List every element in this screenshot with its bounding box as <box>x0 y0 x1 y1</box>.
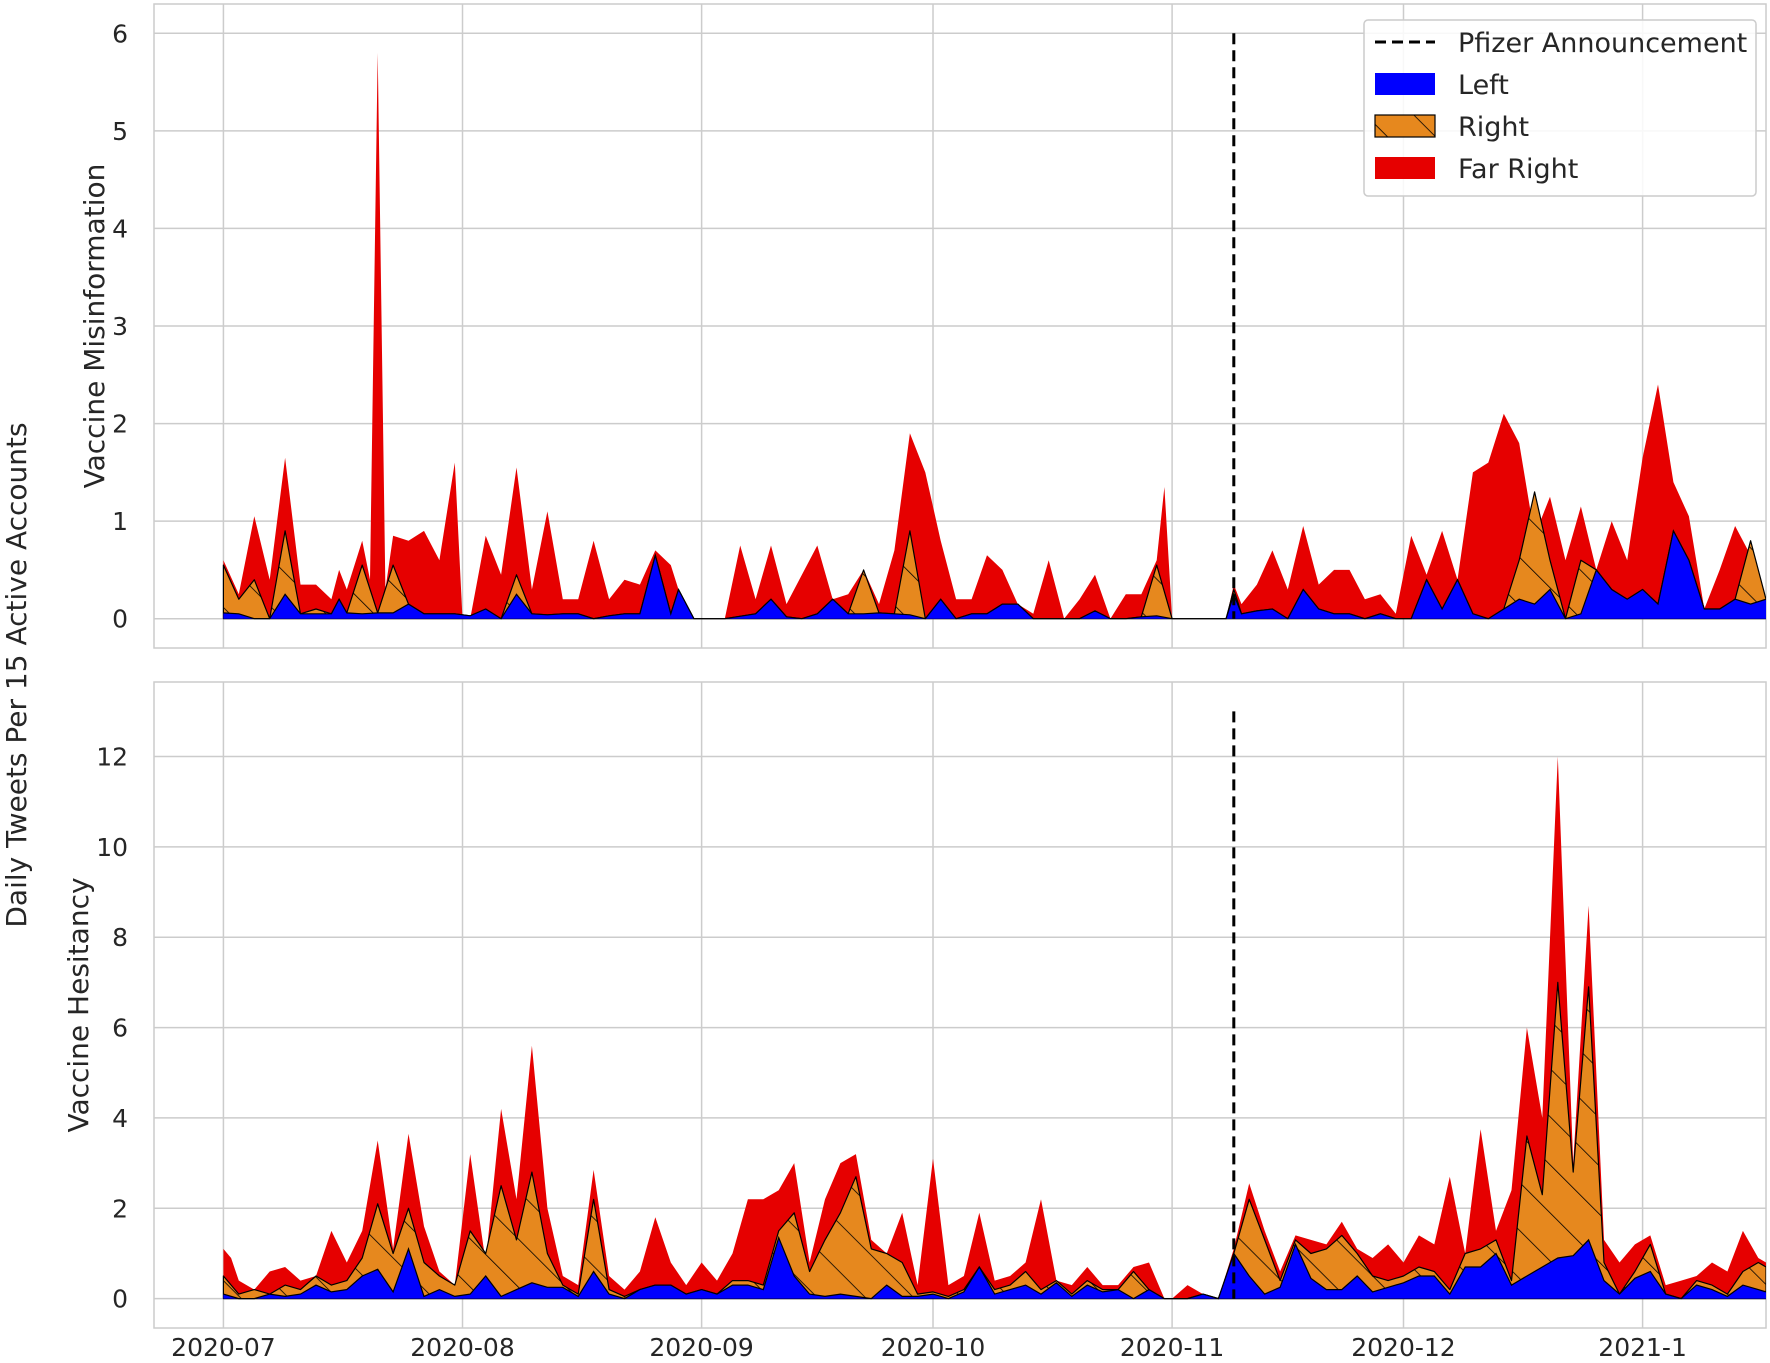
area-left-edge <box>223 1235 1766 1300</box>
x-tick-label: 2020-07 <box>171 1333 275 1362</box>
y-tick-label: 2 <box>112 410 128 439</box>
legend-swatch-left <box>1375 73 1435 95</box>
y-tick-label: 0 <box>112 1285 128 1314</box>
shared-ylabel: Daily Tweets Per 15 Active Accounts <box>0 422 33 927</box>
y-tick-label: 4 <box>112 214 128 243</box>
legend-swatch-right-hatch <box>1374 114 1436 138</box>
panel-vaccine-hesitancy: 0 2 4 6 8 10 12 Vaccine Hesitancy <box>62 681 1767 1329</box>
area-left-edge <box>223 529 1766 620</box>
y-tick-label: 4 <box>112 1104 128 1133</box>
y-tick-label: 8 <box>112 923 128 952</box>
legend: Pfizer Announcement Left Right Far Right <box>1363 19 1757 197</box>
legend-swatch-far-right <box>1375 157 1435 179</box>
panel-vaccine-misinformation: 0 1 2 3 4 5 6 Vaccine Misinformation Pfizer An… <box>78 3 1767 649</box>
y-ticks-bottom: 0 2 4 6 8 10 12 <box>96 743 128 1314</box>
y-ticks-top: 0 1 2 3 4 5 6 <box>112 19 128 633</box>
x-tick-label: 2021-1 <box>1598 1333 1687 1362</box>
x-tick-label: 2020-08 <box>410 1333 514 1362</box>
area-left <box>223 530 1766 619</box>
y-tick-label: 6 <box>112 19 128 48</box>
x-tick-label: 2020-10 <box>881 1333 985 1362</box>
area-far-right <box>223 52 1766 619</box>
y-tick-label: 2 <box>112 1194 128 1223</box>
areas-bottom <box>222 756 1766 1300</box>
x-tick-label: 2020-09 <box>649 1333 753 1362</box>
y-tick-label: 0 <box>112 605 128 634</box>
ylabel-vaccine-misinformation: Vaccine Misinformation <box>78 164 111 489</box>
y-tick-label: 5 <box>112 117 128 146</box>
ylabel-vaccine-hesitancy: Vaccine Hesitancy <box>62 877 95 1132</box>
y-tick-label: 6 <box>112 1014 128 1043</box>
y-tick-label: 1 <box>112 507 128 536</box>
legend-label-right: Right <box>1458 112 1529 143</box>
y-tick-label: 3 <box>112 312 128 341</box>
y-tick-label: 10 <box>96 833 128 862</box>
y-tick-label: 12 <box>96 743 128 772</box>
legend-box <box>1363 19 1757 197</box>
x-ticks: 2020-07 2020-08 2020-09 2020-10 2020-11 2020-… <box>171 1333 1687 1362</box>
areas-top <box>222 52 1766 620</box>
area-right-hatch <box>222 981 1766 1300</box>
x-tick-label: 2020-11 <box>1120 1333 1224 1362</box>
legend-label-pfizer: Pfizer Announcement <box>1458 28 1747 59</box>
area-left <box>223 1237 1766 1299</box>
x-tick-label: 2020-12 <box>1351 1333 1455 1362</box>
legend-label-left: Left <box>1458 70 1509 101</box>
legend-label-far-right: Far Right <box>1458 154 1578 185</box>
